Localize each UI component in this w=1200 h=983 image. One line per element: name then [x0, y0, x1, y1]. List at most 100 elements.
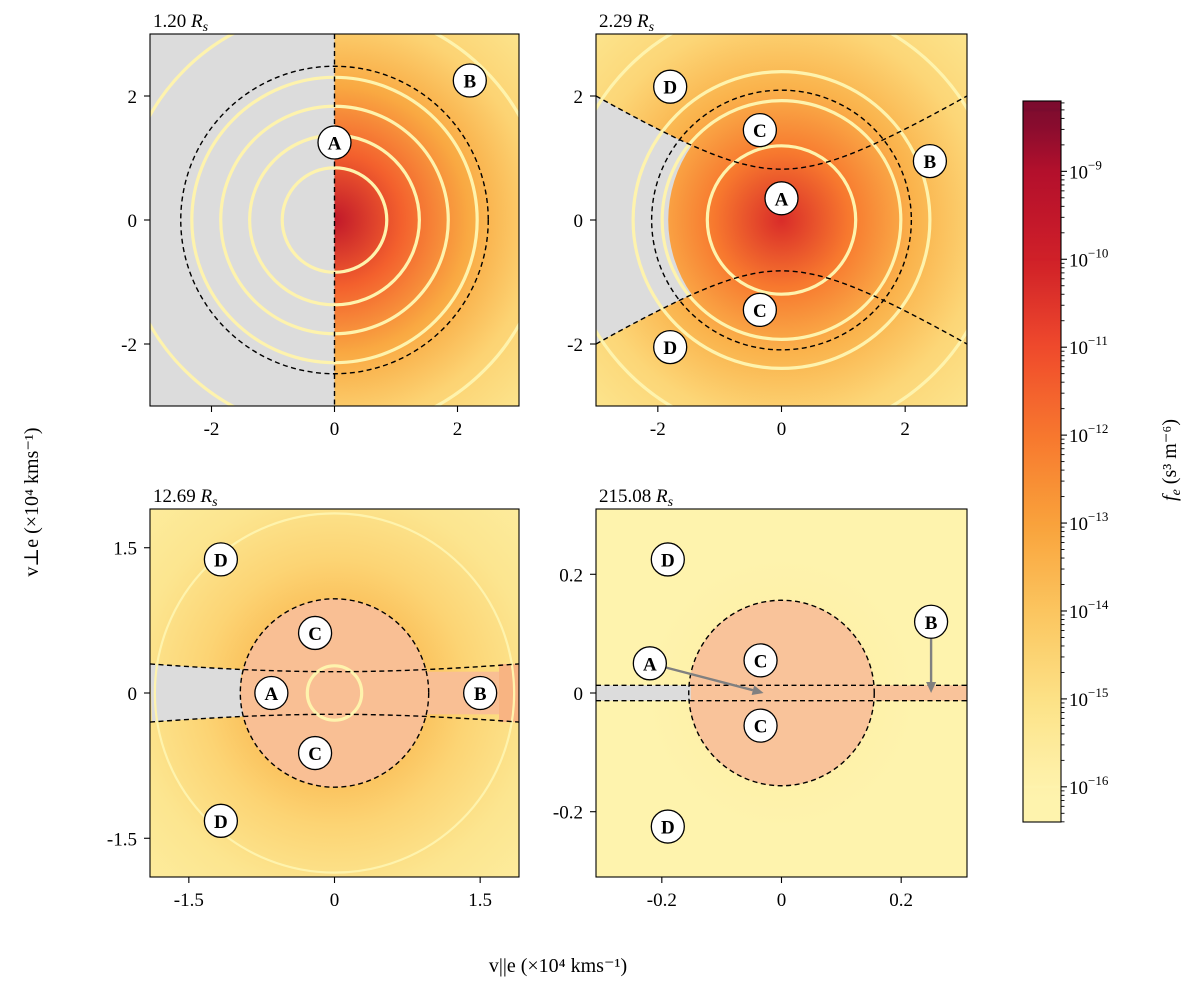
x-tick-label: 0 [777, 890, 787, 911]
panel-12-69rs: -1.5 0 1.5 -1.5 0 1.5 12.69 Rs A B C C D D [107, 486, 520, 911]
svg-text:C: C [308, 744, 322, 765]
panel-title: 12.69 Rs [153, 486, 218, 510]
boundary-circle [650, 89, 913, 351]
gray-region [150, 34, 335, 406]
plateau-region [240, 598, 429, 788]
contour-1 [705, 144, 858, 296]
panel-title: 1.20 Rs [153, 11, 209, 35]
svg-text:C: C [753, 301, 767, 322]
colorbar-tick-label: 10−11 [1069, 333, 1108, 359]
svg-text:B: B [924, 152, 937, 173]
region-label-a: A [764, 181, 799, 216]
svg-text:D: D [661, 550, 675, 571]
region-label-d: D [653, 329, 688, 365]
y-tick-label: 0.2 [559, 565, 583, 586]
svg-text:C: C [754, 651, 768, 672]
gray-region [596, 685, 691, 701]
svg-text:B: B [925, 613, 938, 634]
y-tick-label: -0.2 [553, 803, 583, 824]
region-label-b: B [913, 604, 949, 639]
y-tick-label: 0 [128, 211, 138, 232]
region-label-c: C [742, 292, 778, 328]
x-tick-label: 2 [453, 419, 463, 440]
y-tick-label: -1.5 [107, 829, 137, 850]
region-label-c: C [297, 735, 333, 771]
region-label-b: B [912, 143, 948, 179]
colorbar-gradient [1023, 101, 1061, 822]
colorbar-label: fe (s³ m⁻⁶) [1159, 419, 1184, 501]
panel-title: 215.08 Rs [599, 486, 674, 510]
svg-text:C: C [754, 717, 768, 738]
colorbar-tick-label: 10−14 [1069, 597, 1109, 623]
shared-y-axis-label: v⊥e (×10⁴ kms⁻¹) [21, 427, 43, 576]
boundary-hyperbola-lower [596, 270, 967, 345]
arrowhead-a [751, 685, 764, 696]
region-label-c: C [297, 615, 333, 651]
svg-text:B: B [474, 684, 487, 705]
plateau-strip [870, 685, 967, 701]
y-tick-label: 2 [128, 87, 138, 108]
colorbar: 10−9 10−10 10−11 10−12 10−13 10−14 10−15 10−16 f… [1022, 100, 1184, 823]
svg-text:C: C [753, 121, 767, 142]
arrowhead-b [926, 682, 937, 693]
region-label-d: D [653, 69, 688, 104]
x-tick-label: 2 [900, 419, 910, 440]
y-tick-label: 0 [574, 684, 584, 705]
colorbar-tick-label: 10−15 [1069, 685, 1108, 711]
y-tick-label: 1.5 [113, 539, 137, 560]
region-label-d: D [650, 809, 685, 844]
region-label-c: C [742, 112, 778, 148]
boundary-hyperbola-upper [150, 663, 519, 673]
svg-text:D: D [214, 550, 228, 571]
svg-text:A: A [265, 684, 279, 705]
region-label-b: B [452, 63, 487, 98]
region-label-d: D [650, 542, 685, 577]
gray-region [150, 663, 245, 722]
y-tick-label: -2 [121, 335, 137, 356]
svg-text:D: D [663, 338, 677, 359]
region-label-d: D [203, 542, 239, 577]
region-label-a: A [632, 646, 668, 681]
y-tick-label: -2 [567, 335, 583, 356]
x-tick-label: 0 [330, 419, 340, 440]
boundary-circle [239, 598, 430, 788]
arrow-a [666, 666, 754, 692]
x-tick-label: -2 [204, 419, 220, 440]
contour-1 [305, 664, 364, 722]
region-label-a: A [317, 125, 352, 160]
colorbar-tick-label: 10−16 [1069, 773, 1109, 799]
x-tick-label: -0.2 [647, 890, 677, 911]
colorbar-tick-label: 10−13 [1069, 509, 1108, 535]
svg-text:A: A [328, 134, 342, 155]
svg-text:A: A [775, 189, 789, 210]
colorbar-tick-label: 10−12 [1069, 421, 1108, 447]
x-tick-label: 1.5 [468, 890, 492, 911]
boundary-hyperbola-lower [150, 713, 519, 723]
svg-text:D: D [214, 812, 228, 833]
boundary-hyperbola-upper [596, 95, 967, 170]
plateau-edge [499, 663, 519, 723]
region-label-c: C [743, 643, 778, 678]
svg-text:D: D [663, 78, 677, 99]
colorbar-tick-label: 10−9 [1069, 157, 1102, 183]
x-tick-label: -2 [650, 419, 666, 440]
region-label-b: B [463, 675, 498, 711]
contour-3 [631, 70, 932, 370]
y-tick-label: 0 [574, 211, 584, 232]
shared-x-axis-label: v||e (×10⁴ kms⁻¹) [489, 955, 627, 977]
region-label-a: A [254, 675, 289, 711]
y-tick-label: 2 [574, 87, 584, 108]
panel-1-20rs: -2 0 2 -2 0 2 1.20 Rs A B [121, 11, 520, 440]
y-tick-label: 0 [128, 684, 138, 705]
panel-title: 2.29 Rs [599, 11, 655, 35]
x-tick-label: 0 [777, 419, 787, 440]
panel-2-29rs: -2 0 2 -2 0 2 2.29 Rs A B C C D D [567, 11, 968, 440]
svg-text:B: B [463, 72, 476, 93]
svg-text:D: D [661, 818, 675, 839]
x-tick-label: 0 [330, 890, 340, 911]
region-label-d: D [203, 803, 239, 838]
colorbar-frame [1022, 100, 1062, 823]
x-tick-label: -1.5 [174, 890, 204, 911]
x-tick-label: 0.2 [889, 890, 913, 911]
